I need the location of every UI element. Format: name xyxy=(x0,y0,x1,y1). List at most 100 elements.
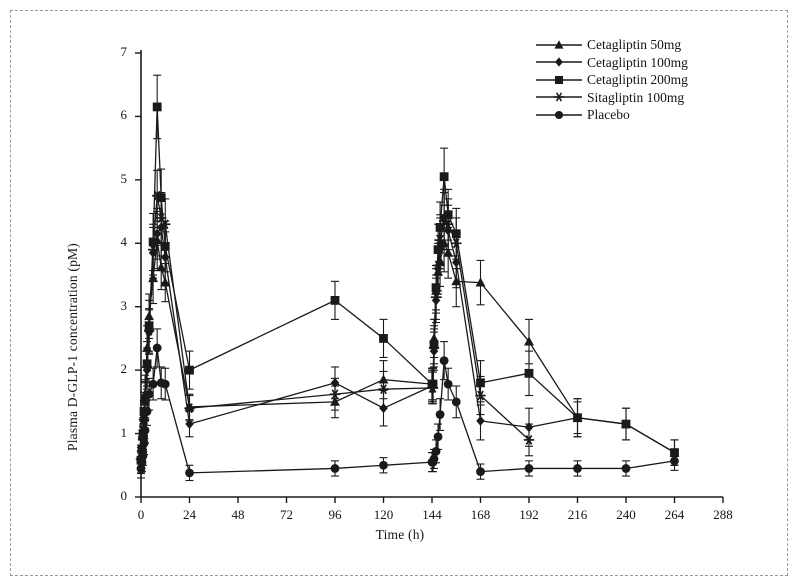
series-line xyxy=(140,239,675,458)
legend-item: Cetagliptin 100mg xyxy=(535,54,688,72)
marker-square xyxy=(185,365,194,375)
x-axis-tick-label: 120 xyxy=(373,507,394,522)
marker-square xyxy=(330,295,340,305)
legend-marker-circle-icon xyxy=(535,107,583,123)
legend-item-label: Cetagliptin 50mg xyxy=(587,37,682,52)
marker-square xyxy=(152,102,162,112)
marker-circle xyxy=(160,379,170,389)
chart-series xyxy=(136,188,582,475)
y-axis-tick-label: 2 xyxy=(120,361,128,377)
marker-diamond xyxy=(555,57,563,67)
y-axis-tick-label: 3 xyxy=(120,297,128,313)
marker-circle xyxy=(573,464,582,473)
marker-diamond xyxy=(476,415,485,426)
marker-star xyxy=(442,219,454,230)
marker-star xyxy=(147,244,159,255)
legend-item: Cetagliptin 50mg xyxy=(535,36,688,54)
x-axis-tick-label: 144 xyxy=(422,507,442,522)
marker-circle xyxy=(476,467,485,477)
marker-star xyxy=(160,219,171,230)
marker-circle xyxy=(138,451,148,461)
marker-star xyxy=(475,390,486,401)
marker-star xyxy=(143,325,155,336)
legend-marker-square-icon xyxy=(535,72,583,88)
marker-diamond xyxy=(379,403,388,414)
marker-circle xyxy=(439,356,449,366)
marker-square xyxy=(554,75,564,84)
marker-triangle xyxy=(524,336,534,346)
chart-series xyxy=(136,74,679,474)
legend-item: Cetagliptin 200mg xyxy=(535,71,688,89)
x-axis-tick-label: 168 xyxy=(470,507,491,522)
y-axis-tick-label: 7 xyxy=(120,44,128,59)
marker-triangle xyxy=(156,262,167,272)
x-axis-tick-label: 48 xyxy=(231,507,245,522)
marker-circle xyxy=(524,464,534,473)
y-axis-tick-label: 4 xyxy=(120,234,128,250)
marker-star xyxy=(329,389,341,400)
chart-series xyxy=(135,169,535,471)
legend-item-label: Cetagliptin 200mg xyxy=(587,72,688,87)
marker-square xyxy=(379,334,388,343)
series-line xyxy=(140,347,675,474)
chart-plot-area: Plasma D-GLP-1 concentration (pM) Time (… xyxy=(11,11,789,577)
x-axis-tick-label: 240 xyxy=(616,507,636,522)
chart-svg xyxy=(135,50,724,503)
marker-circle xyxy=(142,406,152,416)
y-axis-tick-label: 1 xyxy=(120,424,128,440)
marker-circle xyxy=(451,397,461,407)
marker-square xyxy=(621,419,631,429)
marker-triangle xyxy=(475,277,486,287)
x-axis-tick-label: 288 xyxy=(713,507,733,522)
series-line xyxy=(140,106,675,461)
marker-star xyxy=(427,382,439,393)
marker-circle xyxy=(152,343,162,353)
marker-circle xyxy=(379,460,388,470)
y-axis-tick-label: 5 xyxy=(120,170,128,186)
marker-circle xyxy=(431,446,441,456)
x-axis-tick-label: 192 xyxy=(519,507,539,522)
x-axis-tick-label: 96 xyxy=(328,507,342,522)
x-axis-tick-label: 72 xyxy=(280,507,293,522)
marker-circle xyxy=(144,389,154,399)
legend-marker-diamond-icon xyxy=(535,54,583,70)
series-line xyxy=(140,195,530,460)
marker-star xyxy=(554,92,564,102)
chart-series xyxy=(136,328,679,482)
marker-circle xyxy=(330,464,340,473)
marker-star xyxy=(430,292,442,303)
marker-square xyxy=(439,172,449,182)
marker-circle xyxy=(429,454,439,464)
marker-star xyxy=(432,260,444,271)
marker-square xyxy=(573,413,582,423)
figure-frame: Plasma D-GLP-1 concentration (pM) Time (… xyxy=(10,10,788,576)
marker-star xyxy=(428,343,440,353)
marker-circle xyxy=(621,464,631,473)
marker-star xyxy=(523,434,535,445)
marker-star xyxy=(378,384,389,395)
marker-circle xyxy=(148,379,158,389)
legend-item: Placebo xyxy=(535,106,688,124)
legend-marker-triangle-icon xyxy=(535,37,583,53)
marker-circle xyxy=(670,456,679,466)
marker-circle xyxy=(140,426,150,435)
x-axis-title: Time (h) xyxy=(375,527,425,542)
legend-item-label: Sitagliptin 100mg xyxy=(587,89,685,105)
marker-circle xyxy=(435,410,445,419)
series-line xyxy=(140,217,578,463)
marker-diamond xyxy=(185,419,194,430)
legend-item-label: Placebo xyxy=(587,107,630,122)
chart-legend: Cetagliptin 50mg Cetagliptin 100mg Cetagli… xyxy=(535,36,688,124)
x-axis-tick-label: 264 xyxy=(664,507,685,522)
y-axis-tick-label: 6 xyxy=(120,107,128,123)
marker-star xyxy=(434,235,446,246)
marker-triangle xyxy=(554,39,564,49)
marker-star xyxy=(141,362,153,372)
marker-circle xyxy=(185,468,194,478)
legend-marker-star-icon xyxy=(535,89,583,105)
y-axis-tick-label: 0 xyxy=(120,488,128,503)
chart-series xyxy=(136,211,680,471)
y-axis-title: Plasma D-GLP-1 concentration (pM) xyxy=(65,243,80,451)
marker-square xyxy=(524,368,534,378)
marker-circle xyxy=(443,379,453,389)
